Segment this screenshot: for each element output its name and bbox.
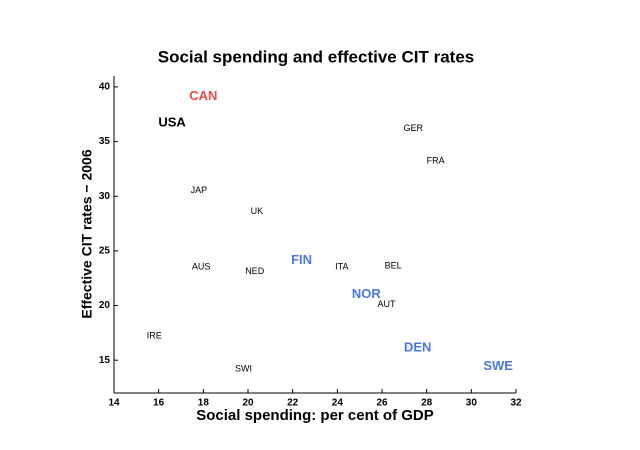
- point-label: IRE: [147, 331, 162, 341]
- y-tick-label: 30: [99, 191, 111, 202]
- point-label: CAN: [189, 88, 217, 103]
- y-tick-label: 25: [99, 246, 111, 257]
- y-tick-label: 40: [99, 82, 111, 93]
- point-label: USA: [158, 114, 186, 129]
- point-label: SWI: [235, 363, 252, 373]
- point-label: AUS: [192, 262, 211, 272]
- y-axis-label: Effective CIT rates − 2006: [79, 149, 95, 318]
- point-label: UK: [251, 206, 264, 216]
- point-label: AUT: [377, 299, 396, 309]
- x-tick-label: 24: [332, 398, 344, 409]
- x-tick-label: 28: [421, 398, 433, 409]
- y-tick-label: 20: [99, 300, 111, 311]
- x-tick-label: 20: [242, 398, 254, 409]
- x-tick-label: 14: [108, 398, 120, 409]
- x-tick-label: 26: [376, 398, 388, 409]
- x-axis-label: Social spending: per cent of GDP: [196, 407, 434, 424]
- point-label: GER: [404, 123, 424, 133]
- point-label: FRA: [427, 156, 445, 166]
- x-tick-label: 30: [466, 398, 478, 409]
- x-tick-label: 18: [198, 398, 210, 409]
- point-label: DEN: [404, 340, 431, 355]
- point-label: BEL: [385, 261, 402, 271]
- point-label: SWE: [483, 358, 513, 373]
- point-label: NED: [245, 266, 265, 276]
- x-tick-label: 32: [510, 398, 522, 409]
- x-tick-label: 22: [287, 398, 299, 409]
- point-label: NOR: [352, 286, 382, 301]
- chart-title: Social spending and effective CIT rates: [158, 47, 474, 66]
- y-tick-label: 35: [99, 136, 111, 147]
- y-tick-label: 15: [99, 355, 111, 366]
- point-label: ITA: [335, 262, 348, 272]
- point-label: JAP: [191, 185, 208, 195]
- point-label: FIN: [291, 252, 312, 267]
- x-tick-label: 16: [153, 398, 165, 409]
